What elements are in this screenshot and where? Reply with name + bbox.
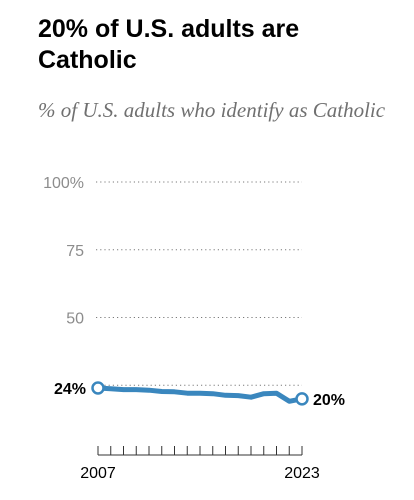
x-tick-label: 2007 <box>80 465 116 482</box>
chart-subtitle: % of U.S. adults who identify as Catholi… <box>38 98 386 122</box>
x-axis: 2007 2023 <box>80 446 320 482</box>
end-point <box>295 392 309 406</box>
start-point <box>91 381 105 395</box>
series-layer <box>91 381 309 406</box>
y-axis: 50 75 100% <box>43 175 84 328</box>
start-value-label: 24% <box>54 381 86 398</box>
y-tick-label: 50 <box>66 311 84 328</box>
series-line <box>95 385 305 404</box>
end-labels: 24% 20% <box>54 381 345 409</box>
x-tick-label: 2023 <box>284 465 320 482</box>
y-tick-label: 100% <box>43 175 84 192</box>
chart-title: 20% of U.S. adults are Catholic <box>38 15 300 74</box>
y-tick-label: 75 <box>66 243 84 260</box>
gridlines <box>96 181 302 386</box>
end-value-label: 20% <box>313 392 345 409</box>
